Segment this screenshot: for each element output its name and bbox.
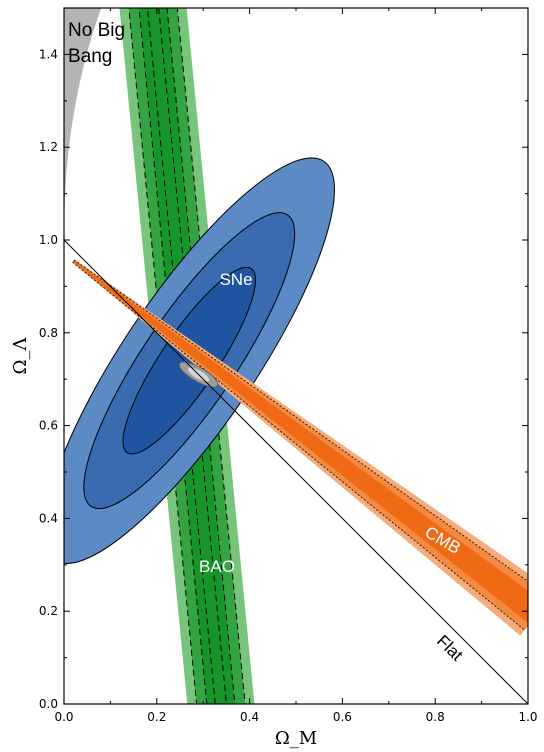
cmb-contour-line-0 <box>73 259 528 582</box>
cmb-band-2sigma <box>72 259 528 631</box>
x-axis-title: Ω_M <box>275 728 317 749</box>
y-tick-label: 1.4 <box>39 47 58 61</box>
x-tick-label: 0.4 <box>240 710 259 724</box>
x-tick-label: 0.8 <box>426 710 445 724</box>
label-sne: SNe <box>219 270 252 289</box>
y-tick-label: 0.4 <box>39 511 58 525</box>
x-tick-label: 0.0 <box>54 710 73 724</box>
y-tick-label: 0.0 <box>39 697 58 711</box>
x-tick-label: 1.0 <box>518 710 537 724</box>
x-tick-label: 0.6 <box>333 710 352 724</box>
label-bao: BAO <box>199 557 235 576</box>
y-tick-label: 1.0 <box>39 233 58 247</box>
y-axis-title: Ω_Λ <box>10 337 31 375</box>
x-tick-label: 0.2 <box>147 710 166 724</box>
flat-line <box>64 239 528 704</box>
label-no-big-bang-line2: Bang <box>68 46 112 67</box>
y-tick-label: 0.6 <box>39 419 58 433</box>
cmb-band-1sigma <box>72 260 528 623</box>
y-tick-label: 0.8 <box>39 326 58 340</box>
y-tick-label: 1.2 <box>39 140 58 154</box>
label-no-big-bang-line1: No Big <box>68 20 125 41</box>
no-big-bang-region <box>64 8 102 240</box>
y-tick-label: 0.2 <box>39 604 58 618</box>
